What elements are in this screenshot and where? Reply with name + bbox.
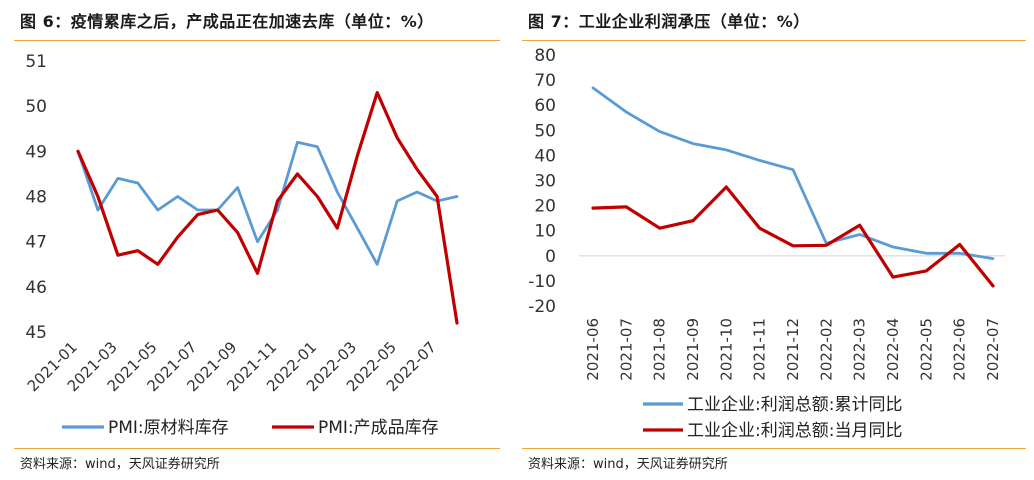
right-source-rule: [522, 448, 1026, 449]
x-tick-label-11: 2022-06: [951, 318, 969, 381]
left-chart-title: 图 6：疫情累库之后，产成品正在加速去库（单位：%）: [20, 12, 434, 31]
x-tick-label-10: 2022-05: [917, 318, 935, 381]
y-tick-label-6: 51: [25, 52, 47, 72]
x-tick-label-1: 2021-07: [617, 318, 635, 381]
y-tick-label-7: 50: [534, 121, 556, 141]
y-tick-label-4: 20: [534, 197, 556, 217]
left-source-note: 资料来源：wind，天风证券研究所: [20, 457, 220, 472]
y-tick-label-9: 70: [534, 71, 556, 91]
x-tick-label-9: 2022-04: [884, 318, 902, 381]
right-title-rule: [522, 40, 1026, 41]
x-tick-label-7: 2022-02: [817, 318, 835, 381]
y-tick-label-1: -10: [528, 272, 556, 292]
x-tick-label-0: 2021-06: [584, 318, 602, 381]
x-tick-label-4: 2021-10: [717, 318, 735, 381]
x-tick-label-8: 2022-03: [851, 318, 869, 381]
legend-label-0: 工业企业:利润总额:累计同比: [687, 395, 902, 415]
left-title-rule: [14, 40, 500, 41]
y-tick-label-8: 60: [534, 96, 556, 116]
y-tick-label-3: 48: [25, 188, 47, 208]
legend-label-1: 工业企业:利润总额:当月同比: [687, 421, 902, 441]
series-line-1: [76, 90, 459, 325]
y-tick-label-5: 50: [25, 97, 47, 117]
series-line-0: [591, 86, 995, 261]
right-chart-title: 图 7：工业企业利润承压（单位：%）: [528, 12, 810, 31]
y-tick-label-0: 45: [25, 323, 47, 343]
right-source-note: 资料来源：wind，天风证券研究所: [528, 457, 728, 472]
y-tick-label-1: 46: [25, 278, 47, 298]
x-tick-label-12: 2022-07: [984, 318, 1002, 381]
right-chart-svg: -20 -10 0 10 20 30 40 50 60 70 80 2021-06 2021-07 202…: [528, 46, 1005, 441]
x-tick-label-3: 2021-09: [684, 318, 702, 381]
legend-label-0: PMI:原材料库存: [108, 418, 229, 438]
series-line-0: [76, 140, 459, 266]
legend-label-1: PMI:产成品库存: [318, 418, 439, 438]
x-tick-label-5: 2021-11: [751, 318, 769, 381]
y-tick-label-10: 80: [534, 46, 556, 66]
right-chart-panel: 图 7：工业企业利润承压（单位：%） -20 -10 0 10 20 30 40 50 60 70…: [515, 0, 1034, 480]
y-tick-label-0: -20: [528, 297, 556, 317]
y-tick-label-3: 10: [534, 222, 556, 242]
y-tick-label-4: 49: [25, 142, 47, 162]
x-tick-label-6: 2021-12: [784, 318, 802, 381]
y-tick-label-6: 40: [534, 146, 556, 166]
series-line-1: [591, 185, 995, 288]
y-tick-label-2: 0: [545, 247, 556, 267]
left-source-rule: [14, 448, 500, 449]
left-chart-panel: 图 6：疫情累库之后，产成品正在加速去库（单位：%） 45 46 47 48 49 50 5…: [0, 0, 500, 480]
y-tick-label-5: 30: [534, 172, 556, 192]
x-tick-label-2: 2021-08: [651, 318, 669, 381]
left-chart-svg: 454647484950512021-012021-032021-052021-…: [24, 52, 459, 438]
y-tick-label-2: 47: [25, 233, 47, 253]
